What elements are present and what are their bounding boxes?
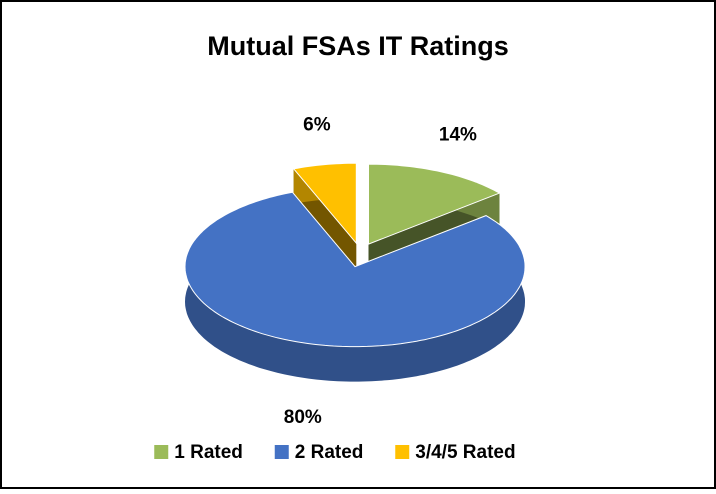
legend-label: 3/4/5 Rated (415, 442, 515, 463)
chart-title: Mutual FSAs IT Ratings (207, 31, 509, 61)
slice (292, 162, 357, 245)
legend-swatch (154, 445, 169, 459)
legend-swatch (274, 445, 289, 459)
data-label: 6% (303, 114, 331, 135)
slice (184, 191, 526, 348)
slice (368, 163, 501, 245)
data-label: 14% (439, 125, 477, 146)
legend-swatch (395, 445, 410, 459)
legend-label: 2 Rated (295, 442, 364, 463)
legend-label: 1 Rated (174, 442, 243, 463)
data-label: 80% (284, 407, 322, 428)
